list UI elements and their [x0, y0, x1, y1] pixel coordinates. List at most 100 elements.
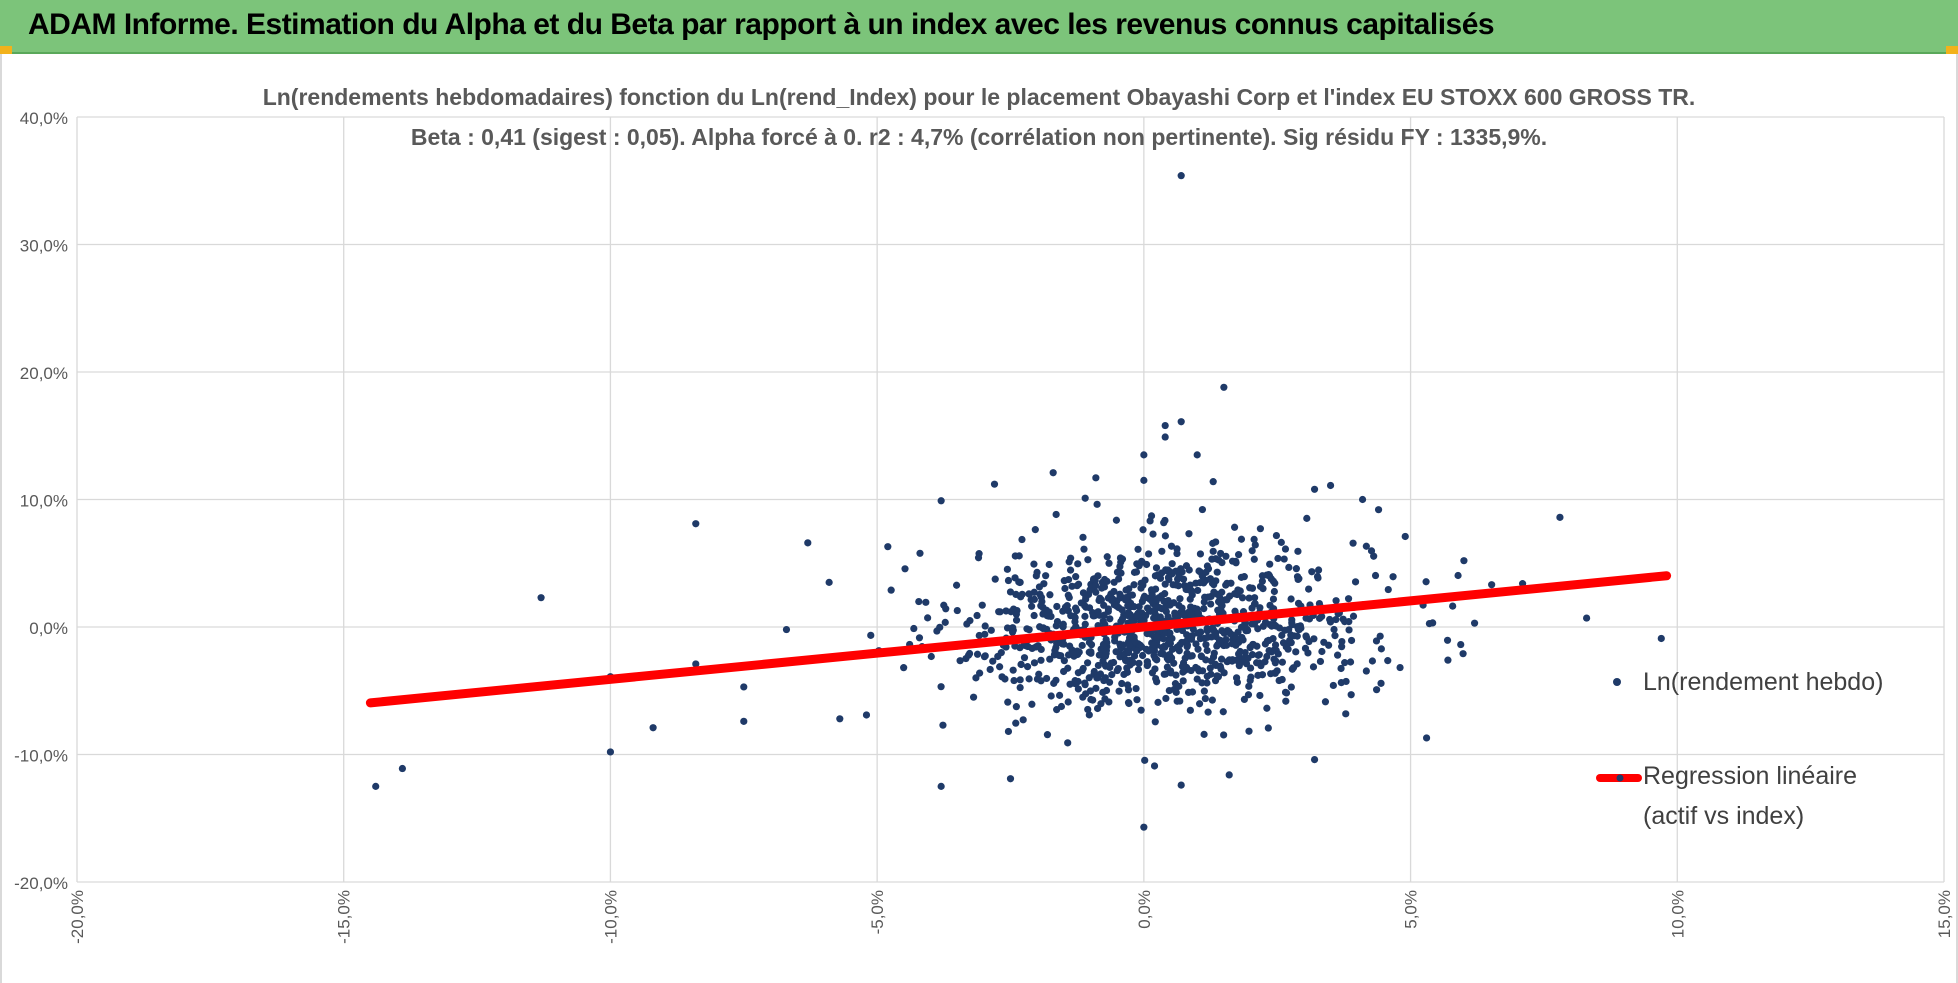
- x-tick-label: -10,0%: [601, 890, 620, 944]
- scatter-point: [1232, 641, 1240, 649]
- scatter-point: [1042, 572, 1050, 580]
- scatter-point: [1234, 551, 1243, 559]
- scatter-point: [1084, 705, 1092, 714]
- scatter-point: [1016, 644, 1024, 652]
- scatter-point: [1018, 535, 1026, 544]
- scatter-point: [1184, 688, 1193, 697]
- scatter-point: [1016, 578, 1024, 587]
- scatter-point: [990, 480, 999, 488]
- scatter-point: [1060, 667, 1068, 676]
- scatter-point: [1170, 599, 1178, 607]
- scatter-point: [1013, 607, 1021, 615]
- scatter-point: [1248, 547, 1256, 555]
- scatter-point: [1171, 609, 1179, 617]
- scatter-point: [1016, 683, 1024, 692]
- y-tick-label: -10,0%: [14, 747, 68, 766]
- scatter-point: [901, 565, 909, 573]
- scatter-point: [1053, 602, 1061, 611]
- scatter-point: [1258, 577, 1266, 585]
- scatter-point: [1170, 659, 1178, 667]
- scatter-point: [1069, 650, 1078, 658]
- scatter-point: [1161, 516, 1169, 525]
- x-tick-label: 5,0%: [1402, 890, 1421, 929]
- scatter-point: [1125, 641, 1134, 649]
- scatter-point: [1556, 513, 1564, 521]
- scatter-point: [1195, 700, 1204, 708]
- scatter-point: [1200, 687, 1208, 695]
- scatter-point: [937, 497, 945, 505]
- scatter-point: [1372, 686, 1381, 694]
- scatter-point: [1177, 781, 1185, 789]
- scatter-point: [1112, 516, 1121, 524]
- scatter-point: [1176, 595, 1184, 603]
- scatter-point: [1118, 679, 1126, 688]
- scatter-point: [1251, 541, 1259, 549]
- scatter-point: [1150, 641, 1158, 649]
- scatter-point: [1066, 680, 1074, 688]
- scatter-point: [1349, 612, 1358, 620]
- scatter-point: [1142, 612, 1150, 620]
- scatter-point: [1215, 636, 1223, 644]
- scatter-point: [537, 594, 545, 602]
- scatter-point: [1137, 584, 1145, 592]
- scatter-point: [1470, 619, 1479, 627]
- scatter-point: [980, 653, 989, 661]
- scatter-point: [964, 651, 973, 659]
- scatter-point: [1106, 615, 1114, 623]
- y-tick-label: 0,0%: [29, 619, 68, 638]
- scatter-point: [1231, 607, 1239, 615]
- scatter-point: [1294, 625, 1302, 633]
- scatter-point: [1242, 660, 1251, 668]
- scatter-point: [1443, 636, 1452, 644]
- scatter-point: [1263, 704, 1271, 712]
- scatter-point: [1236, 587, 1244, 595]
- scatter-point: [1100, 676, 1108, 685]
- scatter-point: [1222, 641, 1231, 649]
- scatter-point: [1004, 576, 1013, 585]
- scatter-point: [1583, 614, 1591, 622]
- scatter-point: [1268, 648, 1276, 656]
- scatter-point: [1003, 565, 1011, 573]
- scatter-point: [1287, 683, 1295, 691]
- scatter-point: [1305, 585, 1313, 593]
- scatter-point: [1201, 694, 1209, 703]
- scatter-point: [1246, 584, 1254, 592]
- scatter-point: [1092, 582, 1100, 590]
- scatter-point: [1131, 638, 1139, 646]
- scatter-point: [1286, 636, 1294, 645]
- scatter-point: [1309, 663, 1318, 671]
- scatter-point: [1266, 560, 1274, 568]
- scatter-point: [981, 622, 989, 630]
- scatter-point: [1163, 663, 1171, 671]
- scatter-point: [1149, 530, 1157, 538]
- scatter-point: [1272, 531, 1281, 540]
- scatter-point: [1245, 594, 1253, 602]
- legend-label-scatter: Ln(rendement hebdo): [1643, 668, 1884, 696]
- scatter-point: [1210, 626, 1218, 635]
- scatter-point: [1329, 681, 1337, 690]
- scatter-point: [1114, 575, 1123, 583]
- scatter-point: [1089, 696, 1097, 704]
- scatter-point: [1046, 591, 1054, 599]
- scatter-point: [1093, 500, 1101, 508]
- scatter-point: [1288, 616, 1296, 624]
- scatter-point: [1173, 643, 1181, 651]
- scatter-point: [1193, 675, 1201, 683]
- scatter-point: [1282, 697, 1290, 705]
- scatter-point: [1271, 641, 1280, 649]
- scatter-point: [942, 605, 950, 613]
- scatter-point: [1151, 718, 1159, 726]
- scatter-point: [1203, 562, 1212, 570]
- x-tick-label: 0,0%: [1135, 890, 1154, 929]
- scatter-point: [1204, 708, 1212, 716]
- scatter-point: [1080, 545, 1088, 553]
- scatter-point: [1230, 523, 1239, 531]
- scatter-point: [1177, 172, 1185, 180]
- scatter-point: [1179, 677, 1187, 685]
- scatter-point: [1065, 575, 1073, 584]
- scatter-point: [1250, 535, 1258, 544]
- scatter-point: [1280, 555, 1288, 563]
- scatter-point: [1033, 675, 1042, 683]
- scatter-point: [1030, 611, 1038, 620]
- scatter-point: [1266, 601, 1274, 609]
